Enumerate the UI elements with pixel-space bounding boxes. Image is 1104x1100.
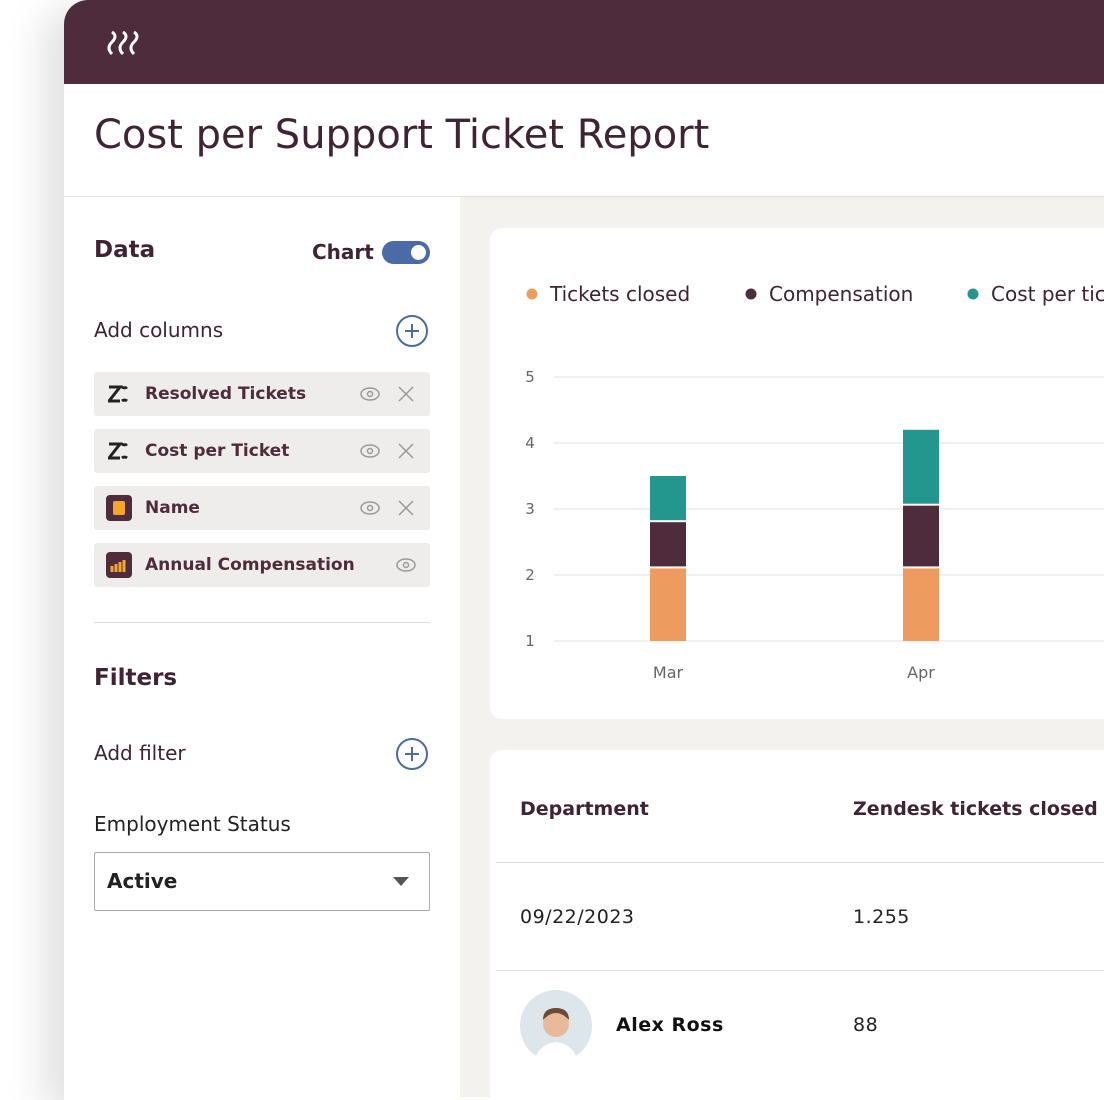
column-name: Cost per Ticket [145, 441, 290, 461]
table-cell: 88 [853, 1014, 879, 1036]
add-filter-label: Add filter [94, 741, 186, 765]
chart: 1 2 3 4 5 Tickets closed Compensation Cost per … [525, 282, 1104, 682]
bar-segment [650, 568, 686, 641]
filters-heading: Filters [94, 665, 178, 691]
page: Cost per Support Ticket Report Data Char… [64, 0, 1104, 1097]
legend-label: Compensation [769, 282, 913, 306]
legend-swatch [745, 288, 757, 300]
column-name: Name [145, 498, 200, 518]
app-window: Cost per Support Ticket Report Data Char… [64, 0, 1104, 1100]
y-tick-label: 2 [525, 566, 535, 584]
add-columns-label: Add columns [94, 318, 224, 342]
add-column-button[interactable] [395, 314, 429, 348]
bar-segment [650, 522, 686, 567]
data-heading: Data [94, 237, 156, 263]
add-filter-button[interactable] [395, 737, 429, 771]
bar-segment [903, 568, 939, 641]
column-item[interactable]: Cost per Ticket [94, 429, 430, 473]
table-header: Department [520, 798, 649, 820]
column-item[interactable]: Annual Compensation [94, 543, 430, 587]
bar-segment [650, 476, 686, 521]
y-tick-label: 5 [525, 368, 535, 386]
table-header: Zendesk tickets closed [853, 798, 1098, 820]
column-item[interactable]: Name [94, 486, 430, 530]
bar-segment [903, 505, 939, 567]
column-item[interactable]: Resolved Tickets [94, 372, 430, 416]
filter-value: Active [107, 869, 178, 893]
legend-label: Tickets closed [549, 282, 690, 306]
column-name: Annual Compensation [145, 555, 355, 575]
table-card: Department Zendesk tickets closed 09/22/… [490, 750, 1104, 1100]
avatar [520, 990, 592, 1062]
legend-swatch [967, 288, 979, 300]
filter-label: Employment Status [94, 812, 291, 836]
y-tick-label: 1 [525, 632, 535, 650]
row-divider [496, 862, 1104, 863]
x-tick-label: Apr [907, 663, 935, 682]
y-tick-label: 4 [525, 434, 535, 452]
filter-select[interactable]: Active [94, 852, 430, 911]
y-tick-label: 3 [525, 500, 535, 518]
table-cell: 09/22/2023 [520, 906, 635, 928]
divider [94, 622, 430, 623]
table-cell: 1.255 [853, 906, 910, 928]
table-cell: Alex Ross [616, 1014, 724, 1036]
page-title: Cost per Support Ticket Report [94, 112, 710, 158]
bar-segment [903, 429, 939, 504]
logo[interactable] [104, 28, 144, 58]
column-name: Resolved Tickets [145, 384, 307, 404]
legend-swatch [526, 288, 538, 300]
row-divider [496, 970, 1104, 971]
chart-card: 1 2 3 4 5 Tickets closed Compensation Cost per … [490, 228, 1104, 719]
legend-label: Cost per ticket [991, 282, 1104, 306]
x-tick-label: Mar [653, 663, 684, 682]
top-bar [64, 0, 1104, 84]
chart-toggle-label: Chart [312, 240, 374, 264]
chart-toggle[interactable] [382, 241, 430, 264]
divider [64, 196, 1104, 197]
